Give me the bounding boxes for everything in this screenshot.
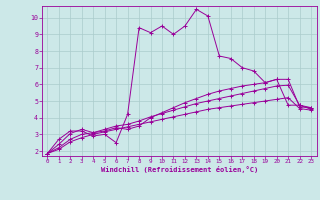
X-axis label: Windchill (Refroidissement éolien,°C): Windchill (Refroidissement éolien,°C): [100, 166, 258, 173]
